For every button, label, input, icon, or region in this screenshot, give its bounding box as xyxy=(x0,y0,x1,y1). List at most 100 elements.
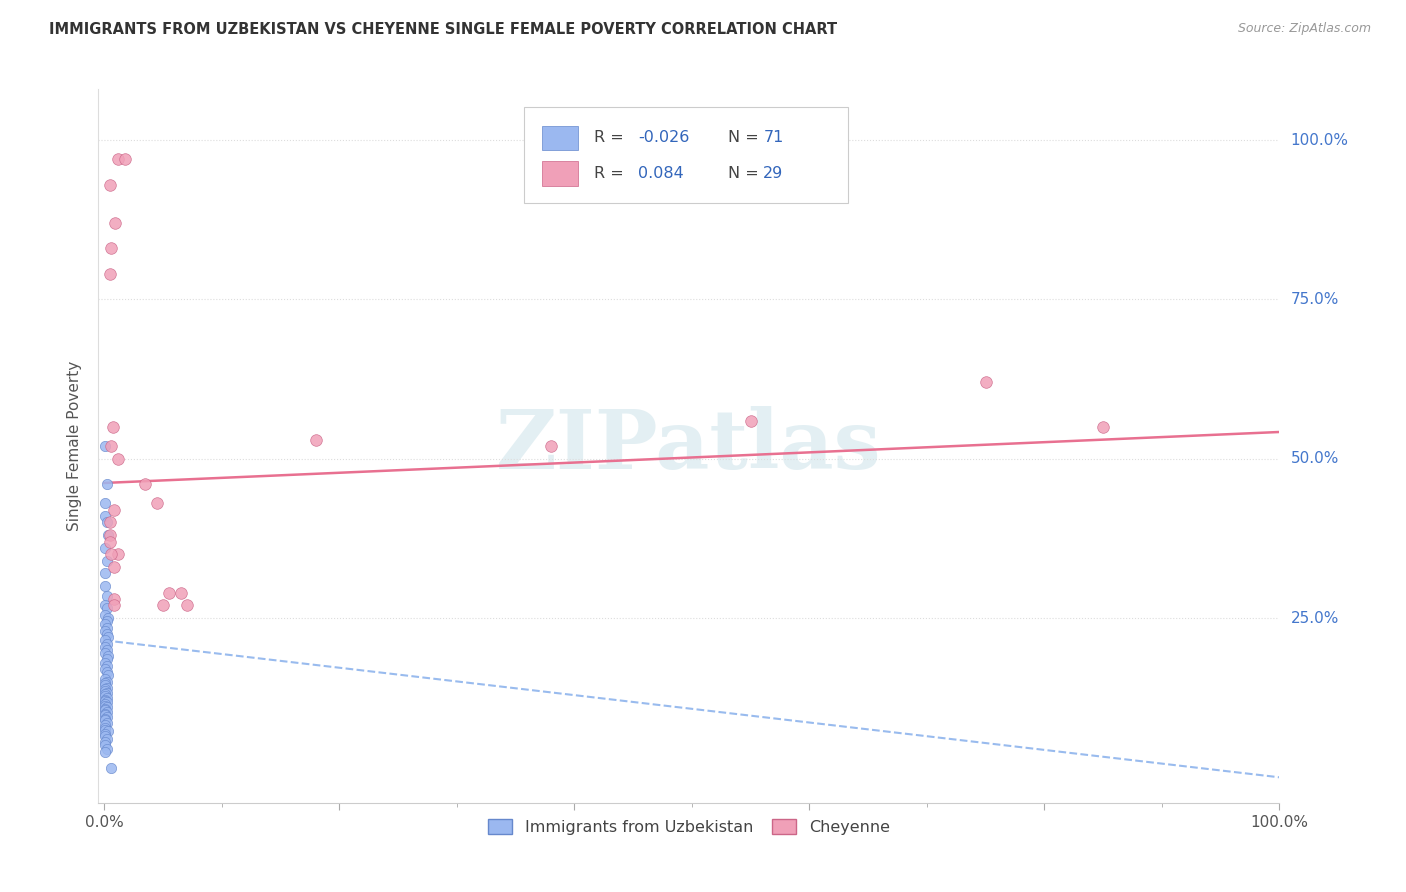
Y-axis label: Single Female Poverty: Single Female Poverty xyxy=(67,361,83,531)
Point xyxy=(94,692,117,706)
Point xyxy=(94,656,117,670)
Text: 0.084: 0.084 xyxy=(638,166,683,181)
Point xyxy=(94,718,117,732)
Point xyxy=(96,690,118,705)
Point xyxy=(94,727,117,741)
Point xyxy=(94,745,117,759)
Point xyxy=(1092,420,1115,434)
Point xyxy=(103,591,125,606)
Point xyxy=(152,599,174,613)
Point xyxy=(94,624,117,638)
Point xyxy=(96,643,118,657)
Point xyxy=(94,689,117,703)
Point xyxy=(96,652,118,666)
Point xyxy=(96,686,118,700)
Point xyxy=(100,761,122,775)
Point xyxy=(98,267,121,281)
Point xyxy=(94,684,117,698)
Point xyxy=(134,477,156,491)
Text: R =: R = xyxy=(595,166,630,181)
Point xyxy=(740,413,762,427)
Text: 100.0%: 100.0% xyxy=(1291,133,1348,148)
Point xyxy=(94,640,117,654)
Point xyxy=(98,178,121,192)
Point xyxy=(114,153,136,167)
Text: 50.0%: 50.0% xyxy=(1291,451,1339,467)
Text: 29: 29 xyxy=(763,166,783,181)
Point xyxy=(94,599,117,613)
Text: N =: N = xyxy=(728,130,763,145)
Text: Source: ZipAtlas.com: Source: ZipAtlas.com xyxy=(1237,22,1371,36)
Point xyxy=(176,599,198,613)
Point xyxy=(170,585,193,599)
Point xyxy=(96,695,118,709)
Point xyxy=(96,621,118,635)
Point xyxy=(974,376,997,390)
Point xyxy=(103,502,125,516)
FancyBboxPatch shape xyxy=(543,161,578,186)
Point xyxy=(96,741,118,756)
Point xyxy=(94,646,117,660)
Point xyxy=(98,528,121,542)
Point xyxy=(94,707,117,722)
Point xyxy=(94,579,117,593)
Point xyxy=(97,528,120,542)
Point xyxy=(96,706,118,720)
Point xyxy=(100,439,122,453)
Point xyxy=(94,703,117,717)
Point xyxy=(94,706,117,721)
Point xyxy=(305,433,328,447)
Text: IMMIGRANTS FROM UZBEKISTAN VS CHEYENNE SINGLE FEMALE POVERTY CORRELATION CHART: IMMIGRANTS FROM UZBEKISTAN VS CHEYENNE S… xyxy=(49,22,838,37)
Point xyxy=(94,723,117,737)
Point xyxy=(96,681,118,695)
Point xyxy=(98,534,121,549)
Point xyxy=(94,633,117,648)
Point xyxy=(96,627,118,641)
Point xyxy=(96,674,118,689)
Point xyxy=(96,658,118,673)
Point xyxy=(107,547,129,561)
Point xyxy=(94,672,117,686)
Point xyxy=(107,451,129,466)
Point xyxy=(157,585,180,599)
Point xyxy=(94,721,117,735)
FancyBboxPatch shape xyxy=(523,107,848,203)
Point xyxy=(96,710,118,724)
Point xyxy=(96,715,118,730)
Legend: Immigrants from Uzbekistan, Cheyenne: Immigrants from Uzbekistan, Cheyenne xyxy=(481,813,897,841)
Point xyxy=(96,601,118,615)
Text: N =: N = xyxy=(728,166,763,181)
Point xyxy=(96,554,118,568)
Point xyxy=(96,477,118,491)
Point xyxy=(96,589,118,603)
Point xyxy=(97,630,120,644)
Point xyxy=(97,649,120,664)
FancyBboxPatch shape xyxy=(543,126,578,150)
Text: R =: R = xyxy=(595,130,630,145)
Text: 25.0%: 25.0% xyxy=(1291,610,1339,625)
Point xyxy=(94,713,117,727)
Point xyxy=(94,701,117,715)
Point xyxy=(96,732,118,747)
Point xyxy=(94,682,117,697)
Text: -0.026: -0.026 xyxy=(638,130,689,145)
Point xyxy=(94,739,117,753)
Point xyxy=(103,599,125,613)
Point xyxy=(94,712,117,726)
Point xyxy=(96,614,118,628)
Point xyxy=(98,516,121,530)
Point xyxy=(94,676,117,690)
Text: 75.0%: 75.0% xyxy=(1291,292,1339,307)
Point xyxy=(101,420,124,434)
Point xyxy=(94,509,117,524)
Text: ZIPatlas: ZIPatlas xyxy=(496,406,882,486)
Point xyxy=(146,496,169,510)
Point xyxy=(103,560,125,574)
Point xyxy=(94,662,117,676)
Point xyxy=(94,735,117,749)
Point xyxy=(94,439,117,453)
Point xyxy=(94,496,117,510)
Point xyxy=(94,607,117,622)
Point xyxy=(100,547,122,561)
Point xyxy=(97,724,120,739)
